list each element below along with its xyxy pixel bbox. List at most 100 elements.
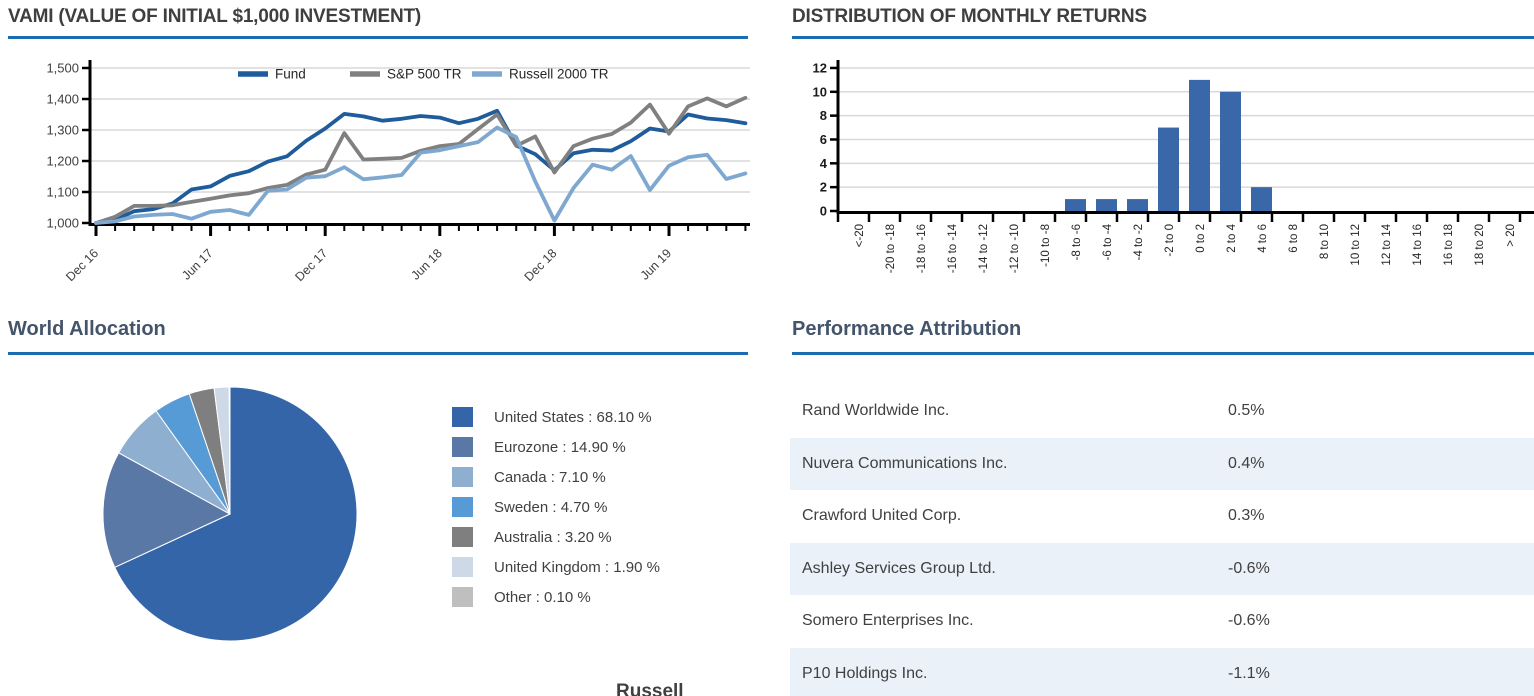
distribution-bar-chart: 0 2 4 6 8 10 12 <-20 -20 to -18 -18 to -16 -16 to … [813,60,1534,273]
legend-swatch [452,497,473,517]
legend-label: United States : 68.10 % [494,408,652,426]
legend-item: Sweden : 4.70 % [452,497,660,517]
bar--4to-2 [1127,199,1148,211]
bar--8to-6 [1065,199,1086,211]
company-name: Somero Enterprises Inc. [802,612,974,630]
attribution-value: 0.3% [1228,507,1265,525]
table-row: Nuvera Communications Inc. 0.4% [790,437,1534,490]
legend-label: Russell 2000 TR [509,67,609,82]
x-tick-label: <-20 [854,224,866,247]
y-tick-label: 1,000 [46,216,79,231]
legend-label: United Kingdom : 1.90 % [494,558,660,576]
x-tick-label: 6 to 8 [1288,224,1300,253]
russell-2000-tr-line [94,125,748,225]
x-tick-label: 8 to 10 [1319,224,1331,259]
y-tick-label: 10 [813,84,827,99]
x-tick-label: -4 to -2 [1133,224,1145,260]
world-allocation-pie-chart [102,386,358,642]
legend-swatch [452,527,473,547]
x-tick-label: Jun 17 [179,246,215,282]
legend-item: Australia : 3.20 % [452,527,660,547]
company-name: P10 Holdings Inc. [802,664,928,682]
vami-title-rule [8,36,748,39]
attribution-value: 0.4% [1228,454,1265,472]
x-tick-label: Jun 19 [638,246,674,282]
company-name: Crawford United Corp. [802,507,962,525]
legend-swatch [452,467,473,487]
x-tick-label: -16 to -14 [947,223,959,273]
y-tick-label: 1,100 [46,185,79,200]
company-name: Ashley Services Group Ltd. [802,559,996,577]
legend-swatch [452,437,473,457]
x-tick-label: -10 to -8 [1040,224,1052,267]
company-name: Nuvera Communications Inc. [802,454,1008,472]
legend-label: Sweden : 4.70 % [494,498,608,516]
x-tick-label: 16 to 18 [1443,224,1455,266]
y-tick-label: 6 [820,132,827,147]
x-tick-label: 4 to 6 [1257,224,1269,253]
legend-item: Canada : 7.10 % [452,467,660,487]
legend-label: Australia : 3.20 % [494,528,612,546]
fund-line [94,108,748,225]
bar-0to2 [1189,79,1210,211]
legend-swatch [452,587,473,607]
legend-item: Eurozone : 14.90 % [452,437,660,457]
legend-swatch [452,407,473,427]
table-row: Ashley Services Group Ltd. -0.6% [790,542,1534,595]
y-tick-label: 1,500 [46,61,79,76]
x-tick-label: Dec 17 [292,246,330,284]
pie-slice-other [228,386,231,515]
bar-2to4 [1220,91,1241,211]
world-allocation-title-rule [8,352,748,355]
legend-item: Other : 0.10 % [452,587,660,607]
legend-item: United Kingdom : 1.90 % [452,557,660,577]
distribution-title-rule [792,36,1534,39]
legend-item: United States : 68.10 % [452,407,660,427]
x-tick-label: 12 to 14 [1381,223,1393,265]
attribution-value: -0.6% [1228,559,1270,577]
legend-label: Eurozone : 14.90 % [494,438,626,456]
y-tick-label: 1,400 [46,92,79,107]
x-tick-label: Jun 18 [408,246,444,282]
x-tick-label: 2 to 4 [1226,223,1238,252]
y-tick-label: 4 [820,156,828,171]
y-tick-label: 12 [813,60,827,75]
y-tick-label: 1,200 [46,154,79,169]
clipped-bottom-text: Russell [616,681,684,696]
attribution-value: 0.5% [1228,402,1265,420]
x-tick-label: -6 to -4 [1102,223,1114,260]
legend-label: Canada : 7.10 % [494,468,606,486]
y-tick-label: 2 [820,180,827,195]
x-tick-label: Dec 16 [63,246,101,284]
pie-slice-eurozone [102,452,232,569]
x-tick-label: -12 to -10 [1009,224,1021,273]
x-tick-label: 0 to 2 [1195,224,1207,253]
y-tick-label: 0 [820,204,827,219]
x-tick-label: 14 to 16 [1412,224,1424,266]
bar--2to0 [1158,127,1179,211]
table-row: Somero Enterprises Inc. -0.6% [790,595,1534,648]
vami-title: VAMI (VALUE OF INITIAL $1,000 INVESTMENT… [8,6,422,27]
company-name: Rand Worldwide Inc. [802,402,950,420]
bar--6to-4 [1096,199,1117,211]
performance-attribution-title: Performance Attribution [792,318,1022,340]
attribution-value: -1.1% [1228,664,1270,682]
legend-label: Fund [275,67,306,82]
vami-line-chart: 1,000 1,100 1,200 1,300 1,400 1,500 Dec 16 Jun … [46,60,750,284]
performance-attribution-table: Rand Worldwide Inc. 0.5% Nuvera Communicat… [790,385,1534,696]
table-row: Crawford United Corp. 0.3% [790,490,1534,543]
legend-label: S&P 500 TR [387,67,462,82]
x-tick-label: -20 to -18 [885,224,897,273]
world-allocation-title: World Allocation [8,318,166,340]
x-tick-label: 10 to 12 [1350,224,1362,266]
x-tick-label: -18 to -16 [916,224,928,273]
x-tick-label: 18 to 20 [1474,224,1486,266]
y-tick-label: 8 [820,108,827,123]
performance-attribution-title-rule [792,352,1534,355]
distribution-title: DISTRIBUTION OF MONTHLY RETURNS [792,6,1147,27]
world-allocation-legend: United States : 68.10 % Eurozone : 14.90 … [452,407,660,617]
attribution-value: -0.6% [1228,612,1270,630]
bar-4to6 [1251,187,1272,211]
legend-label: Other : 0.10 % [494,588,591,606]
